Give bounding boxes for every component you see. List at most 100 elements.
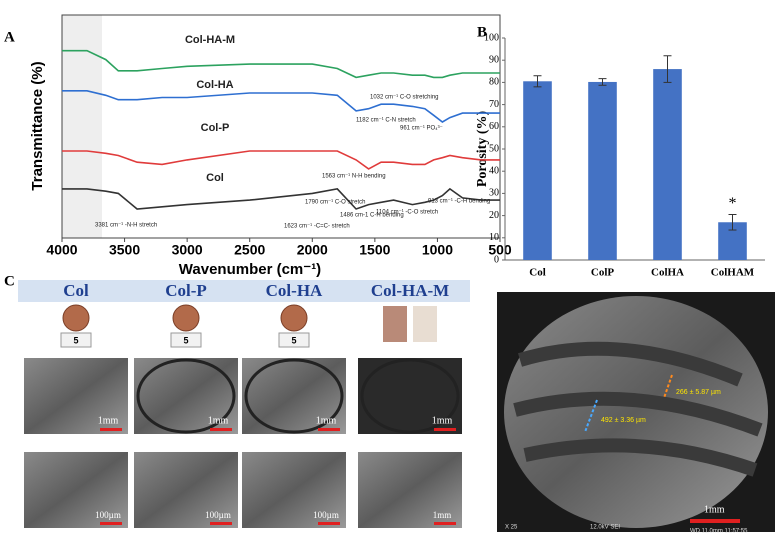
y-tick-label: 80	[489, 77, 499, 88]
plot-frame	[61, 14, 501, 239]
sample-photo	[280, 304, 308, 332]
scale-bar	[210, 522, 232, 525]
bar	[523, 81, 552, 260]
y-tick-label: 60	[489, 121, 499, 132]
annotation: 1486 cm-1 C-H bending	[340, 213, 404, 219]
spectrum-line	[62, 187, 500, 210]
scale-label: 100µm	[313, 510, 339, 520]
ruler-label: 5	[73, 335, 78, 345]
spectrum-line	[62, 90, 500, 123]
x-tick-label: ColP	[591, 267, 615, 279]
y-tick-label: 50	[489, 143, 499, 154]
error-bar	[533, 75, 542, 88]
annotation: 1790 cm⁻¹ C-O stretch	[305, 200, 366, 206]
x-tick-label: ColHA	[651, 267, 684, 279]
sem-disc	[360, 358, 460, 434]
x-tick-label: 2000	[297, 242, 328, 258]
bar	[653, 69, 682, 260]
spectrum-line	[62, 49, 500, 79]
scale-label: 1mm	[433, 510, 452, 520]
scale-bar	[318, 428, 340, 431]
sem-disc	[244, 358, 344, 434]
scale-label: 1mm	[316, 415, 337, 426]
sem-image	[24, 358, 128, 434]
spectrum-line	[62, 150, 500, 170]
scale-label: 100µm	[95, 510, 121, 520]
scale-bar	[318, 522, 340, 525]
sample-photo	[172, 304, 200, 332]
ruler	[278, 332, 310, 348]
annotation: 1623 cm⁻¹ -C=C- stretch	[284, 224, 350, 230]
sem-image	[134, 452, 238, 528]
series-label: Col-P	[201, 122, 230, 134]
series-label: Col-HA-M	[185, 34, 235, 46]
scale-label: 1mm	[704, 504, 725, 515]
sem-image	[358, 452, 462, 528]
x-tick-label: 1000	[422, 242, 453, 258]
x-tick-label: 3500	[109, 242, 140, 258]
sample-photo	[383, 306, 407, 342]
panel-letter: B	[477, 24, 487, 40]
x-tick-label: 1500	[359, 242, 390, 258]
measure-line	[584, 399, 598, 433]
y-tick-label: 40	[489, 165, 499, 176]
series-label: Col	[206, 172, 224, 184]
y-tick-label: 90	[489, 54, 499, 65]
column-header: Col	[63, 281, 89, 300]
measure-label: 492 ± 3.36 µm	[601, 417, 646, 424]
error-bar	[598, 78, 607, 86]
scale-label: 1mm	[98, 415, 119, 426]
x-tick-label: 500	[488, 242, 512, 258]
annotation: 961 cm⁻¹ PO₄³⁻	[400, 126, 443, 132]
scale-bar	[690, 519, 740, 523]
scale-bar	[434, 428, 456, 431]
y-tick-label: 10	[489, 232, 499, 243]
x-tick-label: 3000	[172, 242, 203, 258]
ruler-label: 5	[183, 335, 188, 345]
scale-bar	[100, 522, 122, 525]
panel-letter: C	[4, 273, 15, 289]
column-header: Col-HA	[266, 281, 323, 300]
y-tick-label: 20	[489, 210, 499, 221]
scale-bar	[434, 522, 456, 525]
scale-bar	[210, 428, 232, 431]
sem-channels	[513, 341, 763, 477]
error-bar	[663, 55, 672, 83]
y-tick-label: 30	[489, 188, 499, 199]
annotation: *	[729, 195, 737, 212]
annotation: 1032 cm⁻¹ C-O stretching	[370, 95, 439, 101]
x-tick-label: Col	[529, 267, 546, 279]
ruler-label: 5	[291, 335, 296, 345]
scale-label: 1mm	[208, 415, 229, 426]
panel-c: Col 5 1mm 100µm Col-P 5 1mm 100µm Col-HA 5 1mm 100µ…	[24, 281, 462, 528]
x-tick-label: ColHAM	[711, 267, 755, 279]
panel-letter: A	[4, 29, 15, 45]
x-tick-label: 2500	[234, 242, 265, 258]
sample-photo	[413, 306, 437, 342]
header-band	[18, 280, 470, 302]
y-axis-label: Porosity (%)	[475, 110, 490, 187]
column-header: Col-P	[165, 281, 207, 300]
y-tick-label: 70	[489, 99, 499, 110]
annotation: 3381 cm⁻¹ -N-H stretch	[95, 223, 157, 229]
ruler	[60, 332, 92, 348]
error-bar	[728, 213, 737, 231]
y-tick-label: 100	[484, 32, 499, 43]
measure-label: 266 ± 5.87 µm	[676, 389, 721, 396]
annotation: 913 cm⁻¹ -C-H bending	[428, 199, 490, 205]
annotation: 1182 cm⁻¹ C-N stretch	[356, 118, 416, 124]
scale-label: 1mm	[432, 415, 453, 426]
scale-label: 100µm	[205, 510, 231, 520]
sem-image	[242, 452, 346, 528]
bar	[588, 81, 617, 261]
x-tick-label: 4000	[46, 242, 77, 258]
measure-line	[663, 374, 673, 399]
series-label: Col-HA	[196, 79, 233, 91]
footer-text: 12.0kV SEI	[590, 525, 620, 531]
ruler	[170, 332, 202, 348]
scale-bar	[100, 428, 122, 431]
footer-text: WD 11.0mm 11:57:55	[690, 529, 748, 535]
annotation: 1563 cm⁻¹ N-H bending	[322, 174, 386, 180]
x-axis-label: Wavenumber (cm⁻¹)	[179, 261, 321, 278]
